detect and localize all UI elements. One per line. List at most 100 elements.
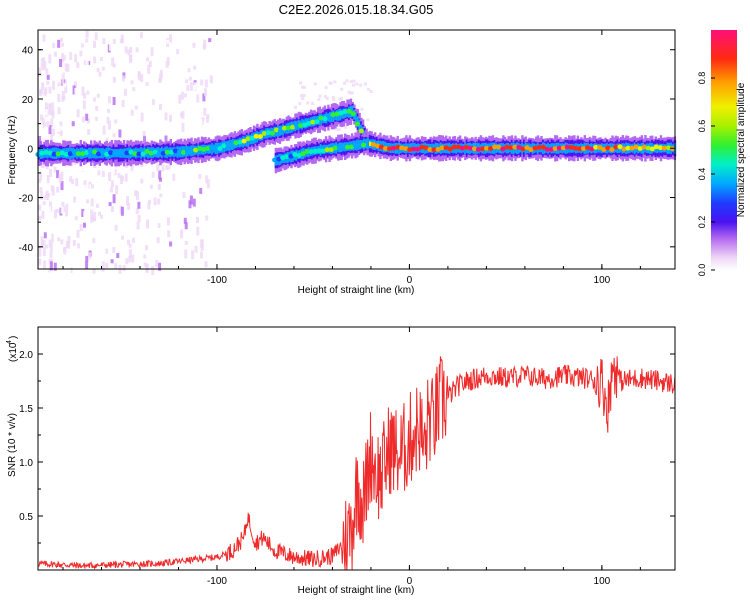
ridge-peak [568, 144, 575, 150]
noise-cell [193, 65, 197, 70]
ridge-peak [504, 144, 510, 150]
noise-cell [182, 100, 186, 109]
noise-cell [41, 65, 45, 71]
noise-cell [184, 222, 188, 230]
y-tick-label: 0 [27, 144, 33, 155]
noise-cell [38, 67, 42, 77]
noise-cell [95, 105, 99, 111]
y-tick-label: 2.0 [19, 350, 33, 361]
noise-cell [165, 165, 169, 170]
noise-cell [317, 98, 321, 101]
noise-cell [44, 102, 48, 110]
ridge-peak [318, 115, 324, 121]
noise-cell [45, 68, 49, 75]
noise-cell [77, 81, 81, 86]
ridge-peak [459, 145, 465, 151]
noise-cell [49, 242, 53, 252]
noise-cell [132, 243, 136, 251]
ridge-peak [108, 150, 114, 156]
snr-panel: 0.5 1.0 1.5 2.0 -100 0 100 Height of straight… [6, 326, 676, 596]
noise-cell [74, 216, 78, 221]
ridge-peak [261, 131, 267, 136]
branch-peak [280, 155, 286, 161]
noise-cell [102, 125, 106, 135]
noise-cell [88, 252, 91, 260]
branch-peak [336, 144, 342, 150]
noise-cell [38, 247, 42, 257]
noise-cell [74, 54, 78, 63]
noise-cell [177, 163, 181, 173]
noise-cell [180, 229, 184, 239]
ridge-peak [144, 149, 150, 154]
ridge-peak [455, 144, 461, 150]
ridge-peak [249, 135, 255, 141]
ridge-peak [269, 130, 275, 136]
ridge-peak [233, 140, 239, 146]
noise-cell [63, 247, 67, 253]
noise-cell [202, 93, 206, 102]
noise-cell [189, 195, 193, 205]
ridge-peak [140, 151, 146, 157]
ridge-peak [346, 108, 352, 114]
noise-cell [62, 55, 66, 61]
noise-cell [79, 50, 83, 57]
ridge-peak [55, 151, 61, 157]
noise-cell [92, 238, 96, 243]
noise-cell [110, 206, 114, 212]
ridge-peak [653, 144, 659, 150]
ridge-peak [168, 149, 174, 155]
branch-peak [328, 147, 334, 153]
snr-scale-base: (x10 [8, 342, 19, 362]
ridge-peak [431, 147, 437, 153]
noise-cell [125, 258, 129, 265]
ridge-peak [92, 149, 98, 155]
noise-cell [117, 101, 121, 109]
noise-cell [65, 203, 69, 211]
branch-peak [288, 153, 294, 159]
noise-cell [85, 30, 89, 38]
noise-cell [64, 63, 68, 72]
noise-cell [92, 268, 96, 274]
ridge-peak [209, 145, 215, 151]
ridge-peak [552, 146, 558, 152]
noise-cell [97, 259, 101, 269]
branch-peak [357, 143, 363, 149]
noise-cell [347, 90, 351, 94]
ridge-peak [395, 144, 401, 150]
noise-cell [83, 132, 87, 138]
noise-cell [127, 49, 131, 56]
ridge-peak [411, 146, 417, 152]
colorbar-tick-label: 0.2 [697, 216, 707, 229]
noise-cell [203, 121, 207, 130]
ridge-peak [480, 146, 486, 152]
noise-cell [332, 97, 336, 101]
colorbar-scale [711, 30, 737, 270]
noise-cell [318, 94, 322, 98]
noise-cell [130, 109, 134, 116]
noise-cell [151, 261, 155, 268]
snr-frame [37, 326, 676, 571]
noise-cell [42, 247, 46, 257]
ridge-peak [540, 144, 546, 150]
ridge-peak [241, 138, 247, 144]
noise-cell [92, 50, 96, 58]
x-tick-label: 0 [407, 576, 413, 587]
noise-cell [60, 252, 63, 261]
ridge-peak [475, 147, 482, 152]
ridge-peak [172, 148, 178, 154]
noise-cell [122, 265, 126, 272]
noise-cell [131, 254, 135, 263]
noise-cell [57, 82, 61, 87]
noise-cell [359, 83, 363, 87]
noise-cell [302, 86, 306, 89]
noise-cell [128, 256, 132, 263]
ridge-peak [358, 128, 364, 134]
noise-cell [41, 180, 45, 185]
noise-cell [161, 164, 165, 172]
noise-cell [151, 171, 155, 178]
noise-cell [110, 180, 114, 188]
noise-cell [83, 60, 87, 66]
branch-peak [340, 143, 346, 149]
ridge-peak [383, 146, 389, 151]
